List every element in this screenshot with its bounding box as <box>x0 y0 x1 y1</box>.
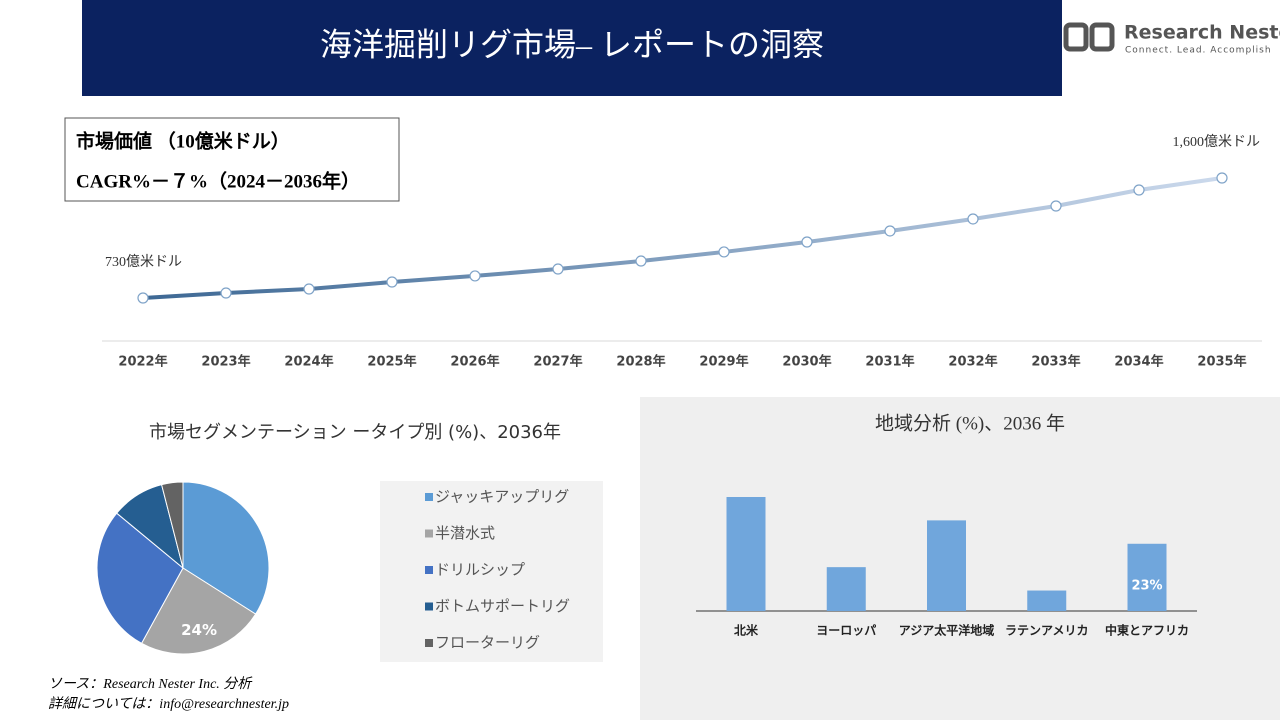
bar <box>826 567 866 611</box>
pie-title: 市場セグメンテーション ータイプ別 (%)、2036年 <box>149 422 561 443</box>
x-tick-label: 中東とアフリカ <box>1105 623 1189 638</box>
x-tick-label: 2027年 <box>533 354 582 370</box>
box-subtitle: CAGR%－７%（2024－2036年） <box>76 169 360 192</box>
point <box>1050 200 1062 212</box>
bar <box>1027 590 1067 611</box>
x-tick-label: 2035年 <box>1197 354 1246 370</box>
logo-tagline: Connect. Lead. Accomplish <box>1125 46 1272 56</box>
point <box>884 225 896 237</box>
point <box>303 283 315 295</box>
legend-swatch <box>425 639 433 647</box>
x-tick-label: 2023年 <box>201 354 250 370</box>
legend-label: フローターリグ <box>435 634 540 652</box>
x-tick-label: 2029年 <box>699 354 748 370</box>
legend-swatch <box>425 529 433 538</box>
x-tick-label: 2024年 <box>284 354 333 370</box>
box-title: 市場価値 （10億米ドル） <box>76 129 290 152</box>
contact: 詳細については：info@researchnester.jp <box>48 696 289 712</box>
legend-label: ボトムサポートリグ <box>435 597 570 615</box>
x-tick-label: 2034年 <box>1114 354 1163 370</box>
legend-label: ドリルシップ <box>435 561 525 579</box>
point <box>552 263 564 275</box>
x-tick-label: ヨーロッパ <box>816 624 876 638</box>
legend-label: ジャッキアップリグ <box>435 488 569 506</box>
bar <box>726 497 766 611</box>
point <box>1133 184 1145 196</box>
x-tick-label: 2022年 <box>118 354 167 370</box>
point <box>137 292 149 304</box>
page-title: 海洋掘削リグ市場– レポートの洞察 <box>320 26 824 62</box>
line <box>142 176 1223 300</box>
legend-swatch <box>425 493 433 501</box>
bar <box>927 520 966 611</box>
point <box>469 270 481 282</box>
value-label: 23% <box>1131 578 1162 593</box>
legend-swatch <box>425 602 433 611</box>
x-tick-label: 2031年 <box>865 354 914 370</box>
x-tick-label: ラテンアメリカ <box>1005 624 1088 638</box>
info-box <box>64 117 400 202</box>
legend-box <box>380 481 603 662</box>
x-tick-label: 北米 <box>734 623 759 638</box>
header-band <box>82 0 1062 96</box>
legend-swatch <box>425 566 433 574</box>
point <box>718 246 730 258</box>
pie-slice <box>96 512 184 645</box>
value-label: 24% <box>181 621 217 639</box>
point <box>220 287 232 299</box>
x-tick-label: 2030年 <box>782 354 831 370</box>
point <box>386 276 398 288</box>
value-label: 1,600億米ドル <box>1173 134 1261 150</box>
x-tick-label: 2033年 <box>1031 354 1080 370</box>
legend-label: 半潜水式 <box>435 524 495 542</box>
point <box>1216 172 1228 184</box>
point <box>967 213 979 225</box>
point <box>801 236 813 248</box>
pie-slice <box>140 567 257 655</box>
x-tick-label: 2028年 <box>616 354 665 370</box>
x-tick-label: 2032年 <box>948 354 997 370</box>
x-tick-label: アジア太平洋地域 <box>899 623 995 638</box>
logo: Research Nester Connect. Lead. Accomplis… <box>1063 22 1280 56</box>
logo-name: Research Nester <box>1124 22 1280 44</box>
x-tick-label: 2025年 <box>367 354 416 370</box>
bar-title: 地域分析 (%)、2036 年 <box>875 412 1065 434</box>
source: ソース：Research Nester Inc. 分析 <box>48 676 253 692</box>
point <box>635 255 647 267</box>
x-tick-label: 2026年 <box>450 354 499 370</box>
pie-slice <box>161 481 184 569</box>
bar <box>1127 543 1167 611</box>
value-label: 730億米ドル <box>105 254 182 270</box>
